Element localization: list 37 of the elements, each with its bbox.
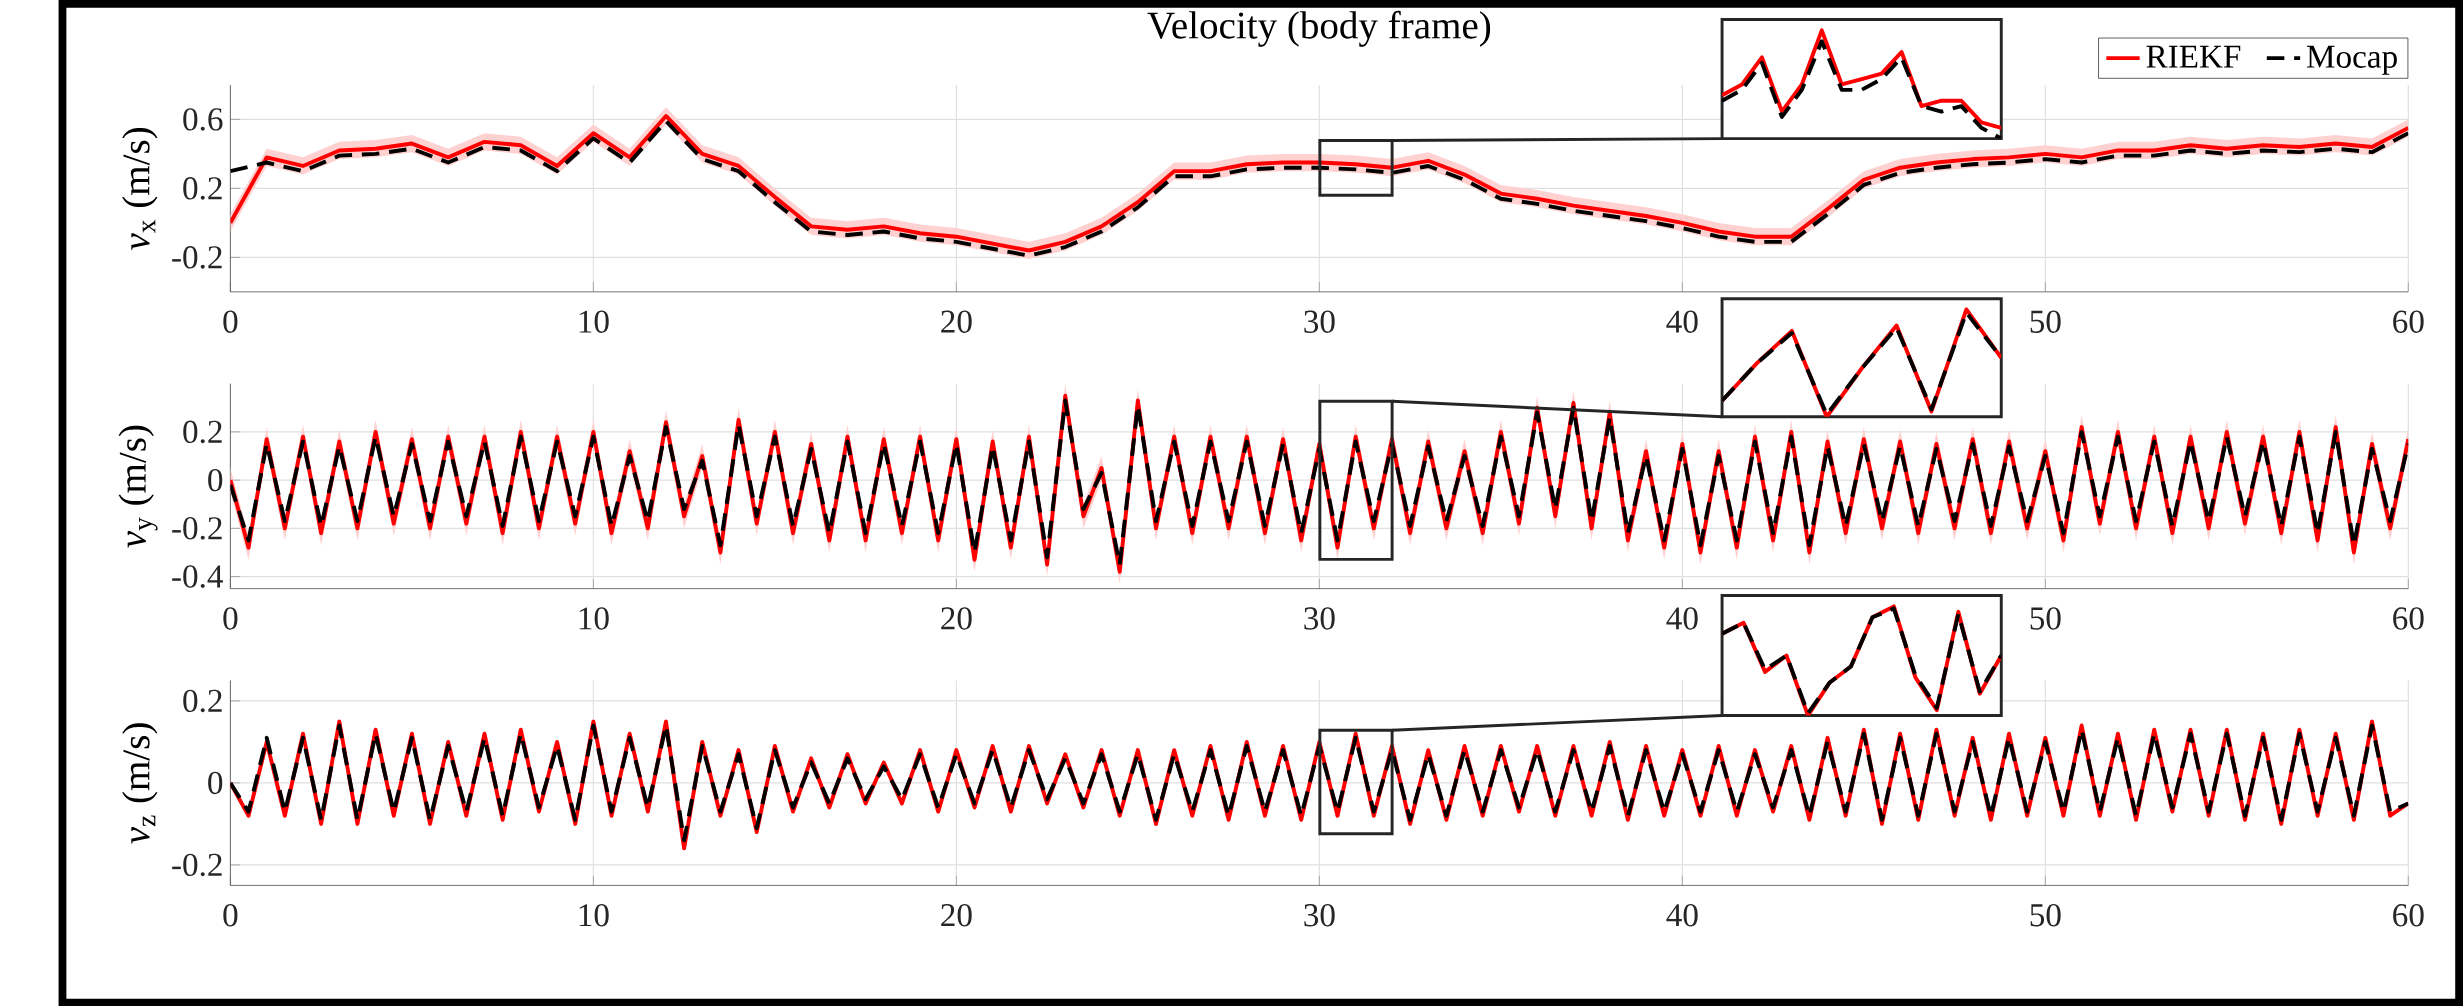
x-tick-label: 40 bbox=[1666, 607, 1698, 630]
legend-label: Mocap bbox=[2306, 45, 2397, 75]
x-tick-label: 50 bbox=[2030, 903, 2061, 927]
x-tick-label: 30 bbox=[1304, 607, 1335, 630]
y-tick-label: 0.2 bbox=[183, 176, 222, 200]
x-tick-label: 0 bbox=[223, 310, 238, 333]
y-tick-label: -0.4 bbox=[172, 565, 223, 588]
y-tick-label: 0 bbox=[208, 468, 223, 492]
x-tick-label: 60 bbox=[2393, 607, 2424, 630]
x-tick-label: 20 bbox=[941, 310, 972, 333]
y-axis-title: v$_{z}$ (m/s) bbox=[122, 723, 158, 844]
x-tick-label: 60 bbox=[2393, 903, 2424, 927]
y-tick-label: 0.2 bbox=[183, 689, 222, 712]
x-tick-label: 10 bbox=[579, 310, 609, 333]
chart-title: Velocity (body frame) bbox=[1147, 10, 1491, 47]
y-axis-title: v$_{x}$ (m/s) bbox=[122, 127, 158, 250]
x-tick-label: 20 bbox=[941, 903, 972, 927]
x-tick-label: 50 bbox=[2030, 607, 2061, 630]
x-tick-label: 60 bbox=[2393, 310, 2424, 333]
y-tick-label: -0.2 bbox=[172, 245, 222, 269]
x-tick-label: 10 bbox=[579, 903, 609, 927]
x-tick-label: 30 bbox=[1304, 310, 1335, 333]
y-tick-label: -0.2 bbox=[172, 853, 222, 876]
x-tick-label: 20 bbox=[941, 607, 972, 630]
y-tick-label: -0.2 bbox=[172, 516, 222, 540]
y-axis-title: v$_{y}$ (m/s) bbox=[118, 425, 158, 548]
x-tick-label: 50 bbox=[2030, 310, 2061, 333]
x-tick-label: 40 bbox=[1666, 903, 1698, 927]
x-tick-label: 40 bbox=[1666, 310, 1698, 333]
x-tick-label: 10 bbox=[579, 607, 609, 630]
x-tick-label: 30 bbox=[1304, 903, 1335, 927]
x-tick-label: 0 bbox=[223, 607, 238, 630]
legend-label: RIEKF bbox=[2146, 45, 2241, 68]
y-tick-label: 0.2 bbox=[183, 420, 222, 443]
y-tick-label: 0.6 bbox=[183, 107, 223, 131]
y-tick-label: 0 bbox=[208, 771, 223, 794]
x-tick-label: 0 bbox=[223, 903, 238, 927]
